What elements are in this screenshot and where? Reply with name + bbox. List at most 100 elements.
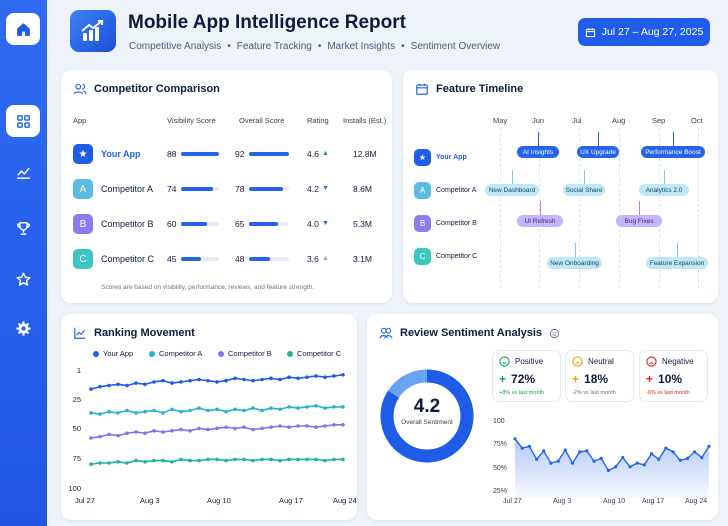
data-point	[152, 380, 156, 384]
data-point	[116, 382, 120, 387]
data-point	[542, 449, 546, 453]
timeline-gridline	[698, 128, 699, 288]
data-point	[535, 457, 539, 461]
data-point	[215, 457, 219, 462]
data-point	[170, 429, 174, 433]
timeline-event[interactable]: Analytics 2.0	[639, 184, 689, 196]
face-icon	[499, 356, 510, 367]
sentiment-percent: 72%	[511, 372, 536, 386]
legend-swatch	[93, 350, 99, 357]
rating-value: 4.0	[307, 219, 319, 229]
sentiment-box-positive: Positive +72% +8% vs last month	[492, 350, 561, 402]
timeline-connector	[664, 170, 665, 184]
timeline-event[interactable]: UI Refresh	[517, 215, 563, 227]
data-point	[233, 407, 237, 412]
data-point	[678, 458, 682, 462]
x-axis-label: Aug 10	[603, 498, 626, 505]
data-point	[520, 446, 524, 450]
timeline-month: May	[493, 116, 508, 125]
timeline-event[interactable]: UX Upgrade	[577, 146, 619, 158]
y-axis-label: 25%	[493, 488, 508, 495]
data-point	[107, 409, 111, 414]
y-axis-label: 75	[72, 454, 81, 464]
donut-center	[394, 383, 460, 449]
timeline-app-badge: A	[414, 182, 431, 199]
overall-score: 65	[235, 219, 245, 229]
data-point	[323, 375, 327, 379]
data-point	[170, 460, 174, 464]
data-point	[556, 459, 560, 463]
visibility-bar-fill	[181, 152, 219, 156]
trophy-icon	[16, 221, 30, 235]
data-point	[224, 458, 228, 463]
data-point	[242, 457, 246, 462]
data-point	[116, 433, 120, 438]
timeline-event[interactable]: Feature Expansion	[646, 257, 708, 269]
timeline-gridline	[500, 128, 501, 288]
overall-score: 48	[235, 254, 245, 264]
data-point	[215, 426, 219, 431]
data-point	[197, 377, 201, 382]
data-point	[305, 457, 309, 462]
timeline-event[interactable]: Performance Boost	[641, 146, 705, 158]
data-point	[170, 381, 174, 385]
timeline-event[interactable]: New Dashboard	[485, 184, 539, 196]
data-point	[685, 456, 689, 460]
data-point	[635, 461, 639, 465]
chart-line-icon	[74, 327, 86, 339]
timeline-connector	[584, 170, 585, 184]
comparison-footnote: Scores are based on visibility, performa…	[101, 284, 315, 291]
data-point	[233, 426, 237, 431]
sentiment-box-negative: Negative +10% -6% vs last month	[639, 350, 708, 402]
timeline-connector	[538, 132, 539, 146]
data-point	[269, 425, 273, 429]
subtitle-item: Sentiment Overview	[410, 41, 501, 52]
sentiment-label: Neutral	[588, 357, 614, 366]
data-point	[179, 427, 183, 432]
card-title-text: Competitor Comparison	[94, 83, 220, 95]
timeline-event[interactable]: Social Share	[563, 184, 605, 196]
data-point	[197, 426, 201, 431]
sidebar-item-favorites[interactable]	[6, 263, 40, 295]
chart-line-icon	[16, 167, 30, 179]
timeline-event[interactable]: AI Insights	[517, 146, 559, 158]
sidebar-item-home[interactable]	[6, 13, 40, 45]
overall-bar-fill	[249, 257, 270, 261]
data-point	[260, 377, 264, 382]
date-range-button[interactable]: Jul 27 – Aug 27, 2025	[578, 18, 710, 46]
app-badge: ★	[73, 144, 93, 164]
data-point	[143, 431, 147, 435]
y-axis-label: 50%	[493, 464, 508, 472]
data-point	[89, 387, 93, 391]
timeline-connector	[677, 243, 678, 257]
timeline-connector	[574, 243, 576, 257]
timeline-event[interactable]: New Onboarding	[547, 257, 602, 269]
sentiment-box-header: Negative	[646, 356, 694, 367]
y-axis-label: 1	[76, 366, 81, 375]
data-point	[314, 374, 318, 378]
rating-value: 3.6	[307, 254, 319, 264]
app-badge: C	[73, 249, 93, 269]
y-axis-label: 50	[72, 424, 81, 434]
sidebar-item-settings[interactable]	[6, 312, 40, 344]
review-sentiment-title: Review Sentiment Analysis	[379, 326, 560, 340]
sidebar-item-dashboard[interactable]	[6, 105, 40, 137]
legend-swatch	[218, 350, 224, 357]
delta-text: -6% vs last month	[646, 390, 690, 396]
sidebar-item-rankings[interactable]	[6, 212, 40, 244]
timeline-month: Aug	[612, 116, 626, 125]
sidebar-item-analytics[interactable]	[6, 156, 40, 188]
col-header-overall: Overall Score	[239, 116, 285, 125]
timeline-event[interactable]: Bug Fixes	[616, 215, 662, 227]
sentiment-delta: -2% vs last month	[572, 390, 616, 396]
data-point	[296, 406, 300, 410]
legend-label: Competitor C	[297, 349, 342, 358]
legend-label: Competitor A	[159, 349, 203, 358]
trend-line	[514, 438, 710, 472]
data-point	[206, 427, 210, 432]
sentiment-value: +18%	[572, 372, 608, 386]
data-point	[305, 405, 309, 409]
sentiment-arrow-icon: +	[646, 372, 654, 386]
card-title-text: Ranking Movement	[94, 327, 195, 339]
col-header-app: App	[73, 116, 87, 125]
